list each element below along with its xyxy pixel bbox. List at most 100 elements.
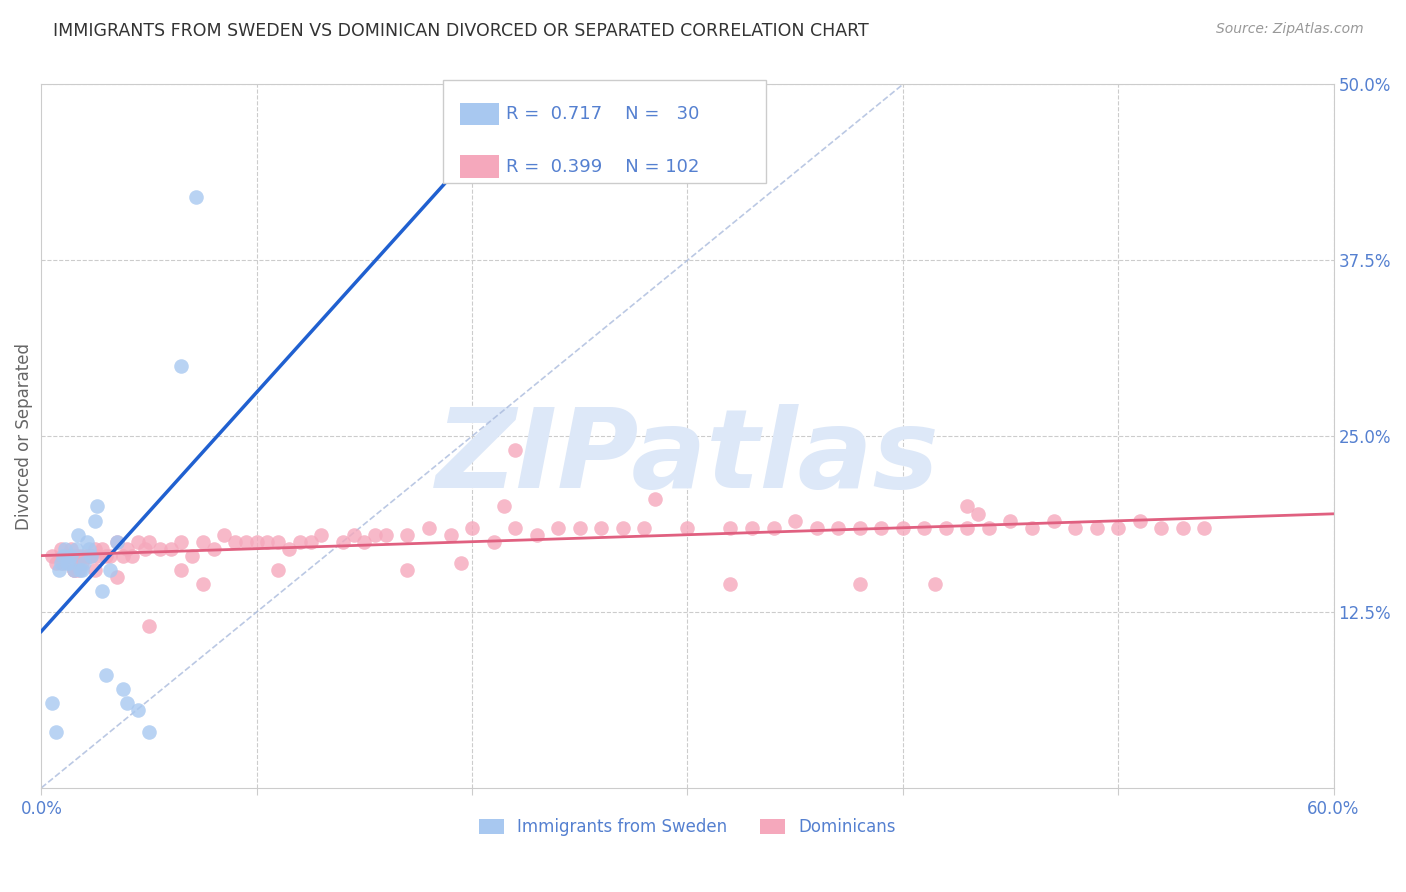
Point bbox=[80, 549, 103, 563]
Point bbox=[62, 563, 84, 577]
Point bbox=[90, 541, 112, 556]
Point bbox=[117, 697, 139, 711]
Point bbox=[191, 577, 214, 591]
Point bbox=[134, 541, 156, 556]
Point bbox=[72, 563, 94, 577]
Point bbox=[720, 577, 742, 591]
Point bbox=[65, 549, 87, 563]
Point bbox=[86, 500, 108, 514]
Text: IMMIGRANTS FROM SWEDEN VS DOMINICAN DIVORCED OR SEPARATED CORRELATION CHART: IMMIGRANTS FROM SWEDEN VS DOMINICAN DIVO… bbox=[53, 22, 869, 40]
Point bbox=[170, 563, 193, 577]
Point bbox=[956, 520, 979, 534]
Point bbox=[159, 541, 181, 556]
Text: R =  0.717    N =   30: R = 0.717 N = 30 bbox=[506, 105, 700, 123]
Point bbox=[191, 534, 214, 549]
Point bbox=[374, 527, 396, 541]
Point bbox=[396, 527, 419, 541]
Point bbox=[353, 534, 375, 549]
Point bbox=[967, 507, 990, 521]
Point bbox=[77, 541, 100, 556]
Point bbox=[235, 534, 257, 549]
Point bbox=[170, 359, 193, 373]
Point bbox=[461, 520, 484, 534]
Point bbox=[364, 527, 387, 541]
Point bbox=[49, 541, 72, 556]
Point bbox=[1107, 520, 1129, 534]
Point bbox=[69, 549, 91, 563]
Text: ZIPatlas: ZIPatlas bbox=[436, 404, 939, 511]
Point bbox=[127, 703, 149, 717]
Point bbox=[848, 577, 870, 591]
Point bbox=[60, 549, 83, 563]
Point bbox=[494, 500, 516, 514]
Y-axis label: Divorced or Separated: Divorced or Separated bbox=[15, 343, 32, 530]
Point bbox=[112, 682, 135, 697]
Point bbox=[806, 520, 828, 534]
Point bbox=[1129, 514, 1152, 528]
Point bbox=[41, 549, 63, 563]
Point bbox=[827, 520, 849, 534]
Point bbox=[1021, 520, 1043, 534]
Point bbox=[720, 520, 742, 534]
Text: R =  0.399    N = 102: R = 0.399 N = 102 bbox=[506, 158, 700, 176]
Text: Source: ZipAtlas.com: Source: ZipAtlas.com bbox=[1216, 22, 1364, 37]
Point bbox=[1000, 514, 1022, 528]
Point bbox=[1064, 520, 1087, 534]
Point bbox=[94, 549, 117, 563]
Point bbox=[311, 527, 333, 541]
Point bbox=[77, 549, 100, 563]
Point bbox=[48, 563, 70, 577]
Point bbox=[121, 549, 143, 563]
Point bbox=[65, 541, 87, 556]
Point bbox=[84, 541, 107, 556]
Point bbox=[1150, 520, 1173, 534]
Point bbox=[62, 563, 84, 577]
Point bbox=[73, 549, 96, 563]
Point bbox=[170, 534, 193, 549]
Point bbox=[58, 556, 80, 570]
Point bbox=[72, 556, 94, 570]
Point bbox=[343, 527, 366, 541]
Point bbox=[56, 556, 79, 570]
Point bbox=[482, 534, 505, 549]
Point bbox=[676, 520, 699, 534]
Point bbox=[202, 541, 225, 556]
Point bbox=[90, 583, 112, 598]
Point bbox=[568, 520, 591, 534]
Point bbox=[396, 563, 419, 577]
Point bbox=[117, 541, 139, 556]
Point bbox=[299, 534, 322, 549]
Point bbox=[149, 541, 172, 556]
Point bbox=[644, 492, 666, 507]
Point bbox=[138, 724, 160, 739]
Point bbox=[52, 549, 75, 563]
Point bbox=[956, 500, 979, 514]
Point bbox=[62, 563, 84, 577]
Point bbox=[138, 534, 160, 549]
Point bbox=[186, 190, 208, 204]
Point bbox=[1085, 520, 1108, 534]
Point bbox=[52, 556, 75, 570]
Point bbox=[41, 697, 63, 711]
Point bbox=[127, 534, 149, 549]
Point bbox=[612, 520, 634, 534]
Point bbox=[105, 570, 128, 584]
Point bbox=[503, 443, 526, 458]
Point bbox=[924, 577, 946, 591]
Point bbox=[418, 520, 440, 534]
Point bbox=[138, 619, 160, 633]
Point bbox=[98, 549, 121, 563]
Point bbox=[56, 549, 79, 563]
Point bbox=[1171, 520, 1194, 534]
Point bbox=[76, 534, 98, 549]
Legend: Immigrants from Sweden, Dominicans: Immigrants from Sweden, Dominicans bbox=[472, 812, 903, 843]
Point bbox=[53, 541, 76, 556]
Point bbox=[80, 549, 103, 563]
Point bbox=[94, 668, 117, 682]
Point bbox=[256, 534, 278, 549]
Point bbox=[591, 520, 613, 534]
Point bbox=[439, 527, 461, 541]
Point bbox=[912, 520, 935, 534]
Point bbox=[84, 563, 107, 577]
Point bbox=[49, 556, 72, 570]
